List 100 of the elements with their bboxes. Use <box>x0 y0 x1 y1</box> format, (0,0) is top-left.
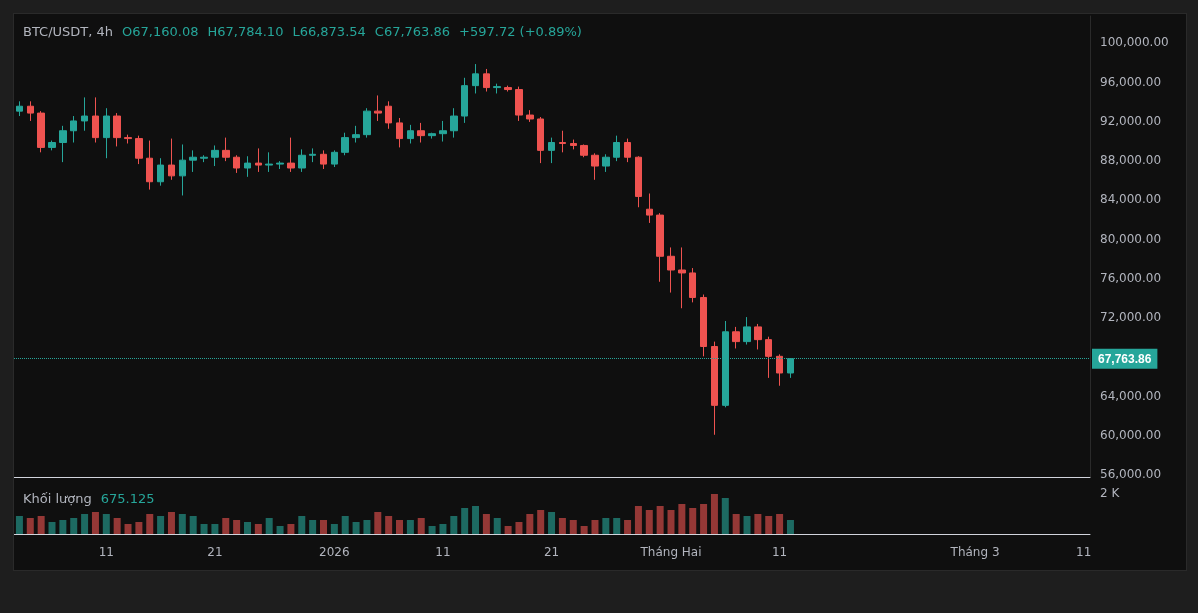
candlestick <box>255 147 262 173</box>
candlestick <box>700 294 707 357</box>
annotation: C67,763.86 <box>374 24 451 39</box>
candlestick <box>483 68 490 93</box>
bar <box>276 526 284 534</box>
candlestick <box>244 155 251 178</box>
bar <box>504 526 512 534</box>
candlestick <box>233 154 240 174</box>
bar <box>613 518 621 534</box>
bar <box>678 504 686 534</box>
bar <box>298 516 306 534</box>
bar <box>428 526 436 534</box>
bar <box>363 520 371 534</box>
bar <box>602 518 610 534</box>
bar <box>656 506 664 534</box>
candlestick <box>548 137 555 164</box>
bar <box>157 516 165 534</box>
bar <box>48 522 56 534</box>
bar <box>135 522 143 534</box>
bar <box>26 518 34 534</box>
x-tick-label: 21 <box>207 545 223 559</box>
candlestick <box>439 120 447 143</box>
candlestick <box>624 138 631 163</box>
bar <box>309 520 317 534</box>
bar <box>330 524 338 534</box>
bar <box>461 508 469 534</box>
candlestick <box>580 143 588 158</box>
candlestick <box>667 246 675 294</box>
y-tick-label: 60,000.00 <box>1100 427 1162 442</box>
bar <box>15 516 23 534</box>
bar <box>37 516 45 534</box>
chart-title: Khối lượng <box>23 491 92 506</box>
bar <box>515 522 523 534</box>
bar <box>81 514 89 534</box>
y-tick-label: 84,000.00 <box>1100 192 1162 207</box>
candlestick <box>103 107 110 159</box>
y-tick-label: 88,000.00 <box>1100 153 1162 168</box>
candlestick <box>732 326 740 349</box>
bar <box>287 524 295 534</box>
candlestick <box>613 135 620 162</box>
candlestick <box>472 63 479 94</box>
annotation: L66,873.54 <box>292 24 366 39</box>
y-tick-label: 80,000.00 <box>1100 231 1162 246</box>
bar <box>591 520 599 534</box>
bar <box>710 494 718 534</box>
bar <box>222 518 230 534</box>
bar <box>482 514 490 534</box>
candlestick <box>678 246 686 309</box>
candlestick <box>428 132 436 140</box>
text: BTC/USDT, 4h <box>23 24 114 39</box>
bar <box>580 526 588 534</box>
bar <box>146 514 154 534</box>
candlestick <box>298 148 306 173</box>
candlestick <box>526 109 534 123</box>
bar <box>721 498 729 534</box>
candlestick <box>570 139 577 150</box>
bar <box>439 524 447 534</box>
bar <box>472 506 480 534</box>
bar <box>374 512 382 534</box>
candlestick <box>341 132 349 156</box>
candlestick <box>135 135 143 165</box>
bar <box>211 524 219 534</box>
candlestick <box>27 100 34 122</box>
candlestick <box>222 137 230 162</box>
candlestick <box>265 151 273 173</box>
candlestick <box>168 138 175 181</box>
candlestick <box>309 147 316 163</box>
x-tick-label: 11 <box>435 545 451 559</box>
candlestick <box>711 341 718 436</box>
y-tick-label: 92,000.00 <box>1100 113 1162 128</box>
bar <box>189 516 197 534</box>
candlestick <box>70 115 77 144</box>
x-tick-label: 21 <box>543 545 560 559</box>
y-tick-label: 56,000.00 <box>1100 467 1162 481</box>
candlestick <box>200 154 208 163</box>
candlestick <box>385 100 392 130</box>
bar <box>91 512 99 534</box>
y-tick-label: 100,000.00 <box>1100 35 1169 50</box>
bar <box>667 510 675 534</box>
annotation: O67,160.08 <box>122 24 199 39</box>
candlestick <box>689 267 696 303</box>
candlestick <box>450 107 458 139</box>
x-tick-label: 2026 <box>319 545 350 559</box>
bar <box>526 514 534 534</box>
bar <box>558 518 566 534</box>
candlestick <box>504 85 512 93</box>
candlestick <box>276 160 284 170</box>
candlestick <box>287 137 295 173</box>
candlestick <box>656 212 664 283</box>
bar <box>732 514 740 534</box>
candlestick <box>765 336 772 379</box>
candlestick <box>146 140 153 191</box>
candlestick <box>515 86 523 122</box>
y-tick-label: 72,000.00 <box>1100 310 1162 325</box>
x-tick-label: 11 <box>98 545 114 559</box>
bar <box>233 520 241 534</box>
text: 2 K <box>1100 486 1120 500</box>
candlestick <box>48 140 56 151</box>
candlestick <box>374 94 382 122</box>
bar <box>254 524 262 534</box>
